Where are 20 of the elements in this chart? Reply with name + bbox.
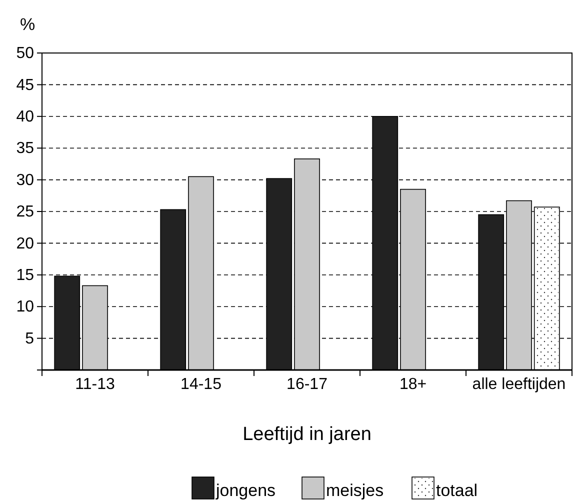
x-tick-label: alle leeftijden bbox=[472, 376, 566, 393]
y-tick-label: 40 bbox=[16, 108, 34, 126]
y-axis-title: % bbox=[20, 15, 36, 34]
legend-label: jongens bbox=[215, 481, 276, 500]
x-tick-label: 14-15 bbox=[180, 376, 222, 393]
x-tick-label: 18+ bbox=[399, 376, 427, 393]
y-tick-label: 5 bbox=[25, 330, 34, 348]
y-tick-label: 35 bbox=[16, 140, 34, 158]
x-axis-title: Leeftijd in jaren bbox=[242, 424, 372, 445]
y-tick-label: 20 bbox=[16, 235, 34, 252]
y-tick-label: 50 bbox=[16, 45, 34, 62]
legend-label: meisjes bbox=[326, 481, 384, 500]
y-tick-label: 10 bbox=[16, 298, 34, 316]
x-tick-label: 11-13 bbox=[75, 376, 115, 393]
y-tick-label: 30 bbox=[16, 172, 34, 189]
legend-label: totaal bbox=[436, 481, 478, 500]
y-tick-label: 45 bbox=[16, 76, 34, 94]
y-tick-label: 25 bbox=[16, 204, 34, 221]
x-tick-label: 16-17 bbox=[286, 376, 328, 393]
y-tick-label: 15 bbox=[16, 267, 34, 284]
